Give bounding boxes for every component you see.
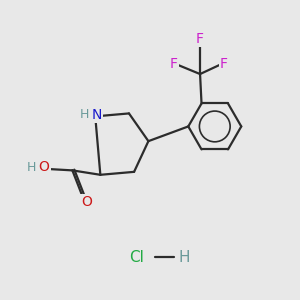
Text: Cl: Cl: [129, 250, 144, 265]
Text: O: O: [81, 195, 92, 209]
Text: F: F: [169, 57, 178, 71]
Text: F: F: [196, 32, 204, 46]
Text: H: H: [178, 250, 190, 265]
Text: H: H: [80, 108, 89, 122]
Text: N: N: [92, 108, 102, 122]
Text: F: F: [220, 57, 228, 71]
Text: H: H: [26, 161, 36, 174]
Text: O: O: [39, 160, 50, 174]
